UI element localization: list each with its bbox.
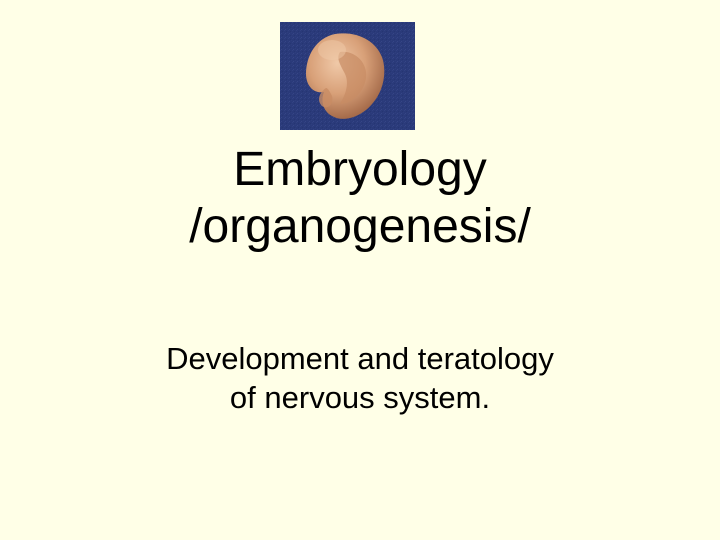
embryo-image xyxy=(280,22,415,130)
slide: Embryology /organogenesis/ Development a… xyxy=(0,0,720,540)
title-line-1: Embryology xyxy=(0,142,720,199)
subtitle-line-1: Development and teratology xyxy=(0,340,720,379)
title-block: Embryology /organogenesis/ xyxy=(0,142,720,255)
title-line-2: /organogenesis/ xyxy=(0,199,720,256)
subtitle-line-2: of nervous system. xyxy=(0,379,720,418)
subtitle-block: Development and teratology of nervous sy… xyxy=(0,340,720,418)
